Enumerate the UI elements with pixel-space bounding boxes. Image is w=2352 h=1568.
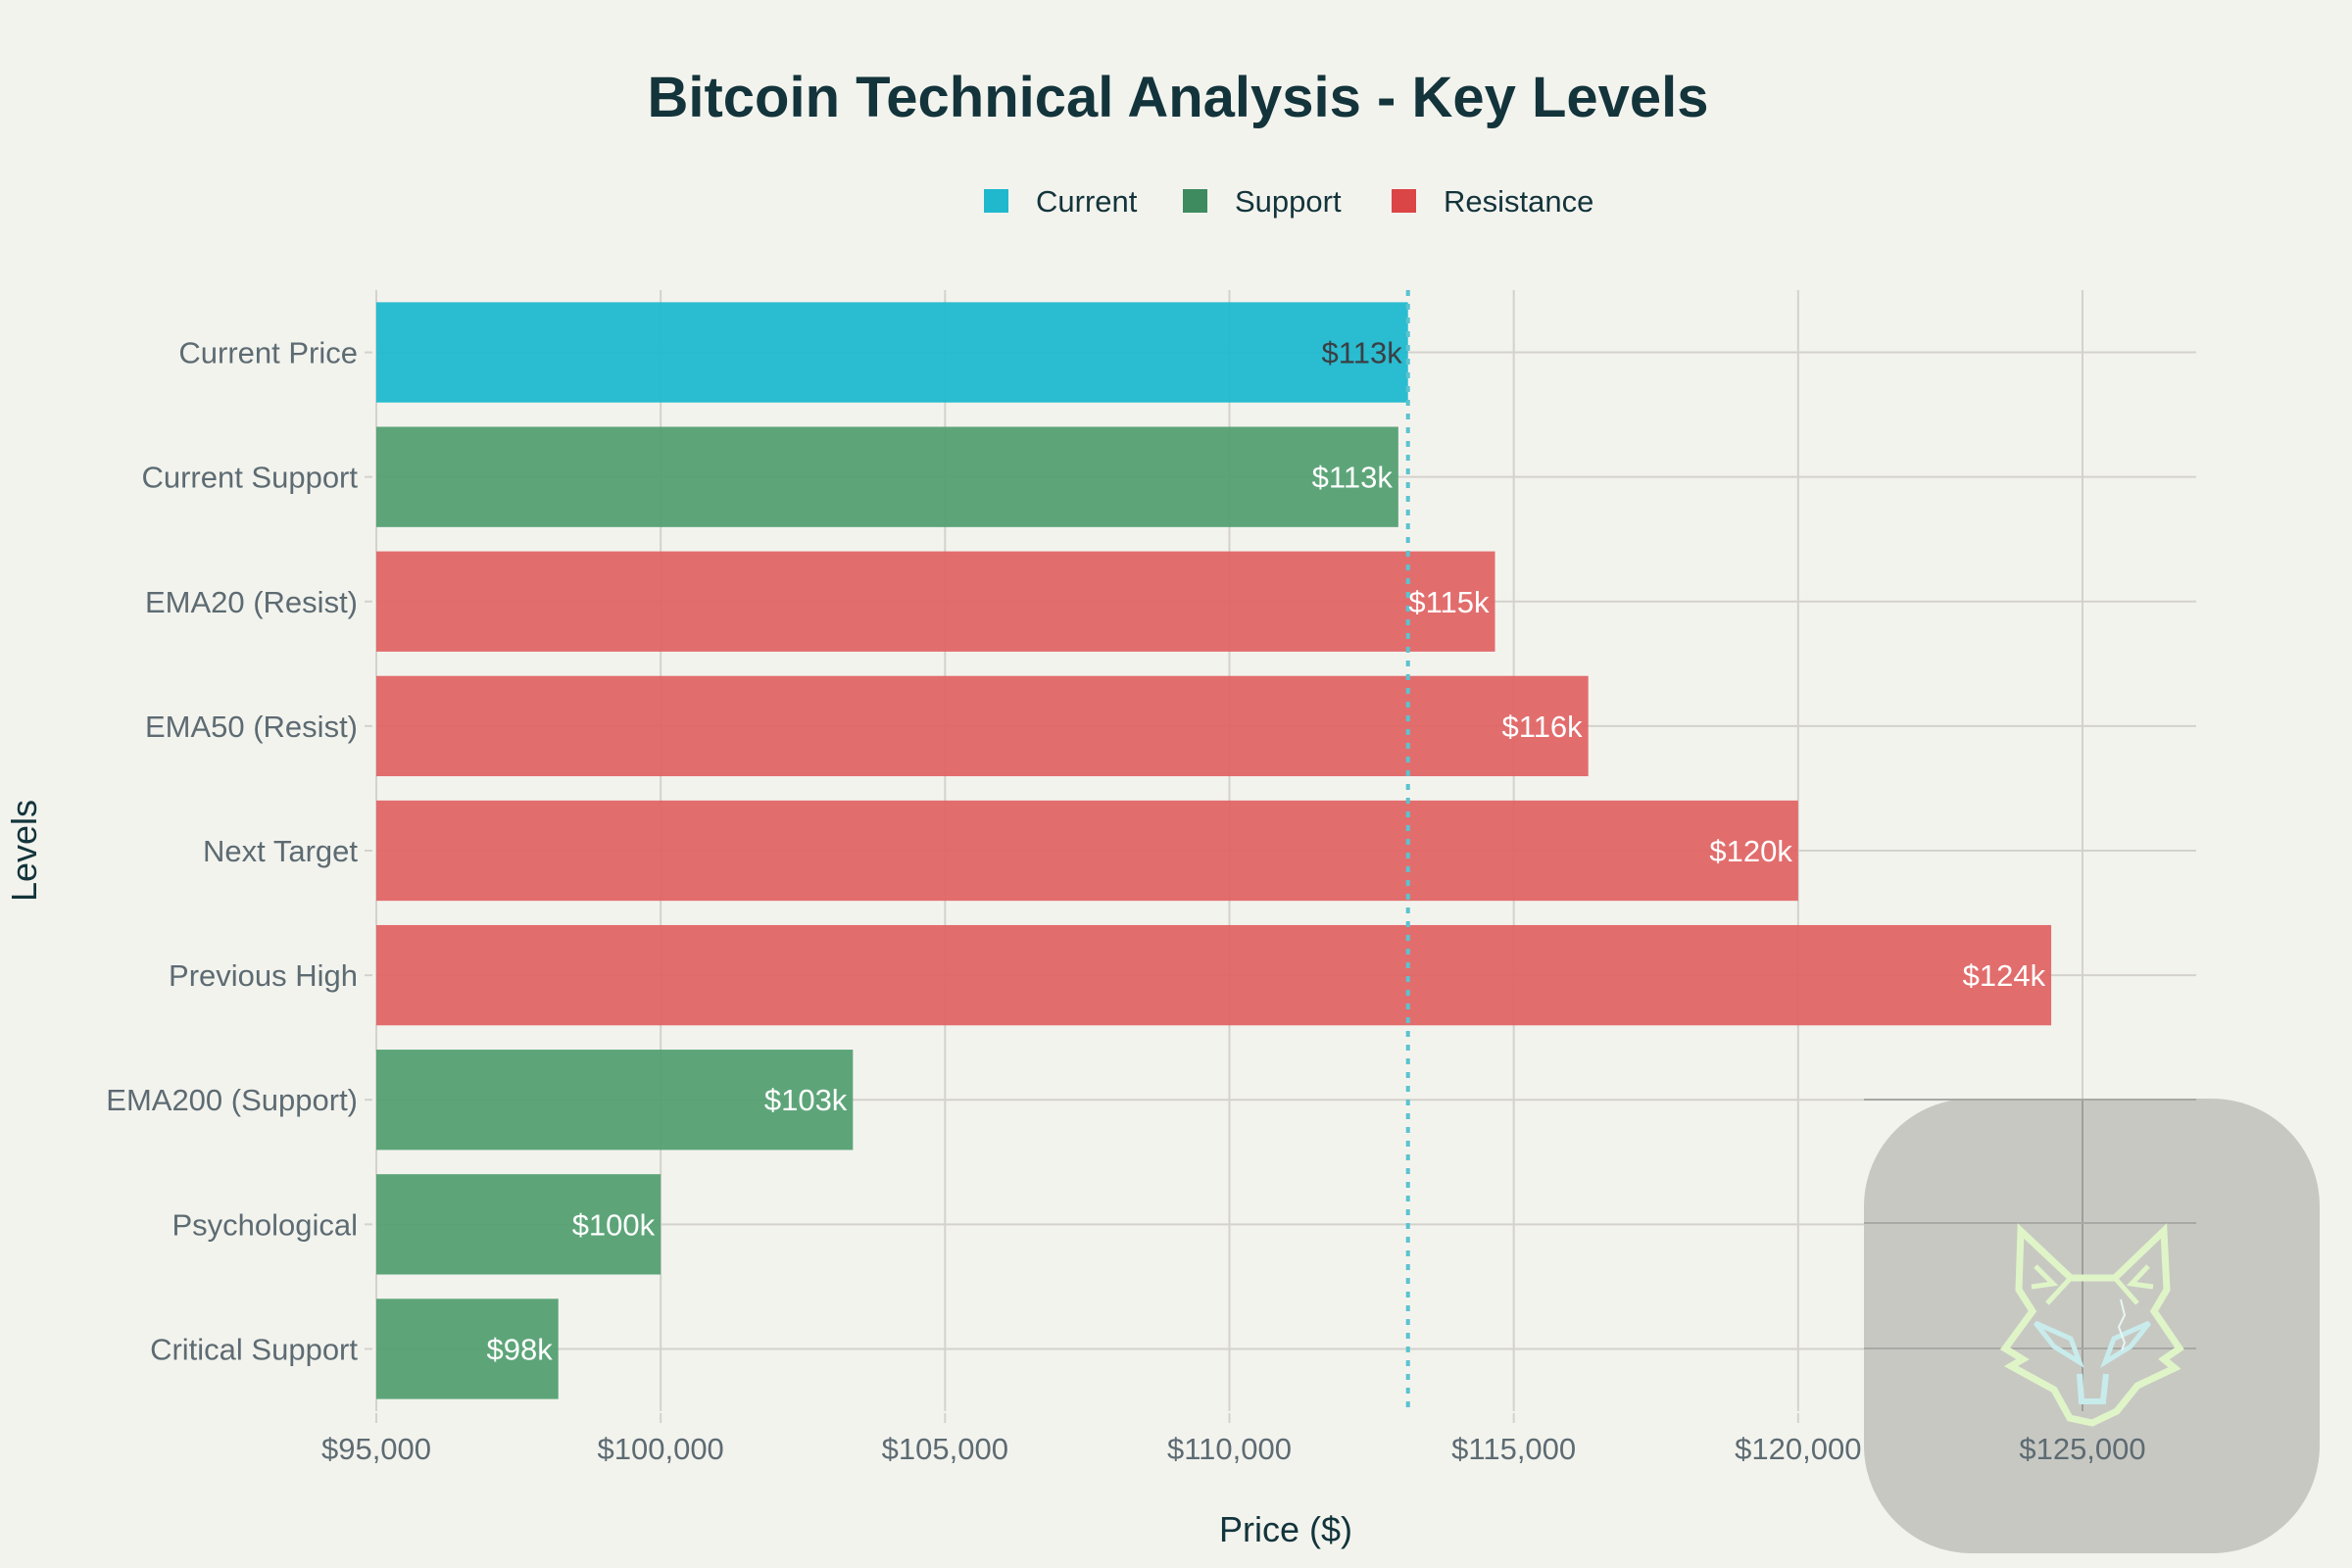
legend-swatch-support — [1183, 189, 1207, 213]
x-tick-label: $115,000 — [1451, 1432, 1576, 1466]
legend-swatch-current — [984, 189, 1008, 213]
bar-current-price[interactable] — [376, 302, 1408, 403]
y-tick-label: EMA200 (Support) — [106, 1083, 358, 1117]
bar-value-label: $120k — [1709, 834, 1792, 868]
legend-item-resistance[interactable]: Resistance — [1392, 184, 1593, 219]
x-axis-ticks: $95,000 $100,000 $105,000 $110,000 $115,000 $… — [321, 1413, 2083, 1466]
bar-value-label: $115k — [1408, 585, 1490, 619]
logo-overlay-background — [1864, 1099, 2320, 1553]
x-tick-label: $120,000 — [1735, 1432, 1861, 1466]
bars — [376, 302, 2052, 1399]
bar-value-label: $113k — [1312, 461, 1394, 495]
legend-item-current[interactable]: Current — [984, 184, 1138, 219]
y-tick-label: Critical Support — [150, 1332, 358, 1366]
y-tick-label: EMA20 (Resist) — [145, 585, 358, 619]
legend-item-support[interactable]: Support — [1183, 184, 1342, 219]
x-tick-label: $125,000 — [2019, 1432, 2145, 1466]
logo-overlay — [1864, 1099, 2320, 1553]
legend-label-current: Current — [1036, 184, 1138, 219]
bar-critical-support[interactable] — [376, 1298, 559, 1399]
bar-ema50-resist[interactable] — [376, 675, 1589, 777]
y-tick-label: Psychological — [172, 1207, 358, 1242]
bar-previous-high[interactable] — [376, 924, 2052, 1026]
y-tick-label: Next Target — [203, 834, 358, 868]
y-tick-label: EMA50 (Resist) — [145, 710, 358, 744]
legend: Current Support Resistance — [984, 184, 1593, 219]
y-axis-ticks: Current Price Current Support EMA20 (Resis… — [106, 336, 372, 1366]
y-tick-label: Current Price — [178, 336, 358, 370]
x-tick-label: $105,000 — [882, 1432, 1008, 1466]
x-tick-label: $110,000 — [1167, 1432, 1292, 1466]
x-tick-label: $95,000 — [321, 1432, 431, 1466]
bar-current-support[interactable] — [376, 426, 1398, 527]
y-tick-label: Previous High — [169, 958, 358, 993]
legend-label-support: Support — [1235, 184, 1342, 219]
legend-label-resistance: Resistance — [1444, 184, 1593, 219]
fox-head-logo-icon — [1999, 1223, 2184, 1427]
x-axis-title: Price ($) — [1219, 1509, 1352, 1549]
bar-ema20-resist[interactable] — [376, 551, 1495, 652]
legend-swatch-resistance — [1392, 189, 1416, 213]
bar-next-target[interactable] — [376, 800, 1798, 902]
bar-value-label: $113k — [1322, 336, 1403, 370]
bar-value-label: $100k — [572, 1207, 656, 1242]
bar-value-label: $116k — [1502, 710, 1584, 744]
chart-title: Bitcoin Technical Analysis - Key Levels — [647, 66, 1708, 129]
bar-value-label: $124k — [1963, 958, 2046, 993]
x-tick-label: $100,000 — [598, 1432, 724, 1466]
y-tick-label: Current Support — [141, 461, 358, 495]
bar-ema200-support[interactable] — [376, 1050, 854, 1151]
y-axis-title: Levels — [4, 800, 44, 902]
bar-labels: $113k $113k $115k $116k $120k $124k $103k $100k… — [486, 336, 2045, 1367]
bar-value-label: $103k — [764, 1083, 848, 1117]
bar-psychological[interactable] — [376, 1174, 662, 1275]
bar-value-label: $98k — [486, 1332, 553, 1366]
